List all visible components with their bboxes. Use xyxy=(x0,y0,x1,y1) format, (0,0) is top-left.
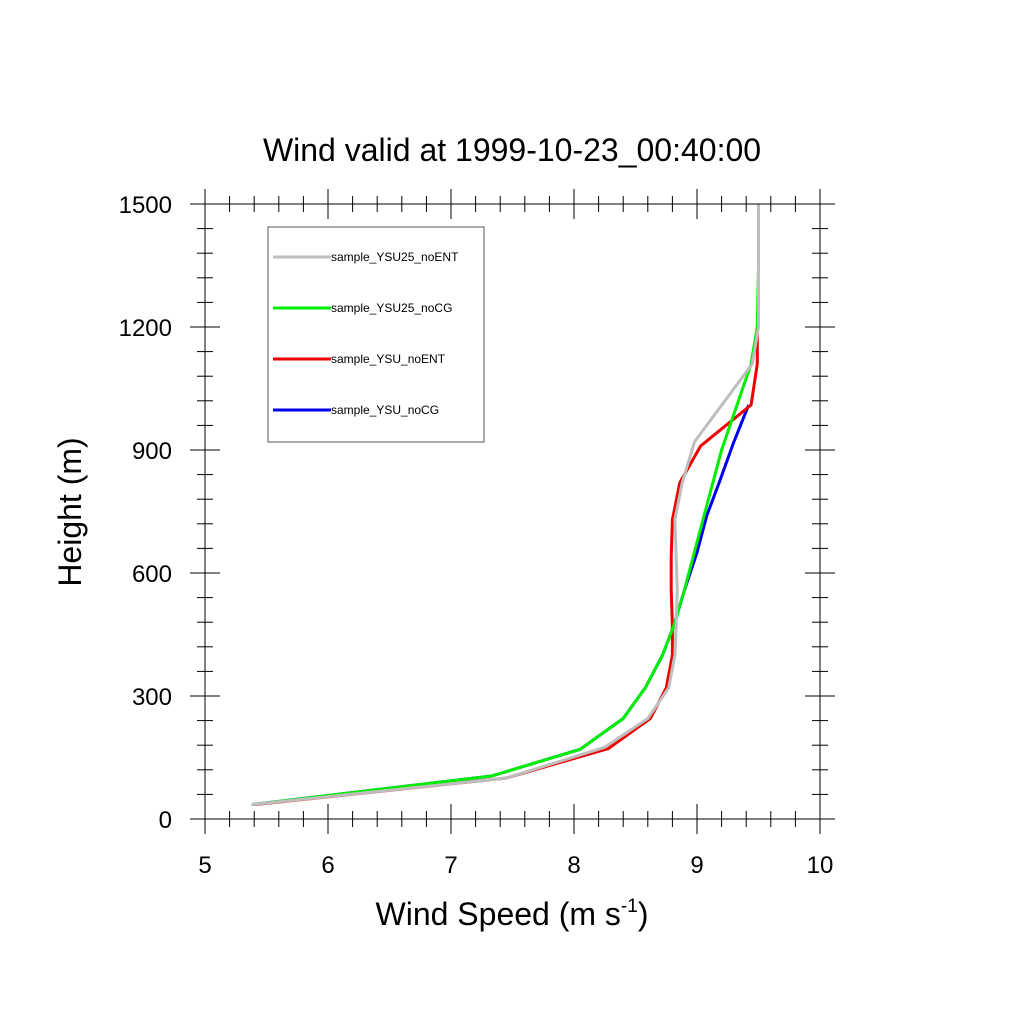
x-axis-label-main: Wind Speed (m s xyxy=(376,896,621,932)
legend-label: sample_YSU_noCG xyxy=(331,403,439,417)
x-tick-label: 7 xyxy=(444,852,457,879)
series-line-sample_YSU25_noENT xyxy=(251,204,760,807)
tick-labels: 5 6 7 8 9 10 0 300 600 900 1200 1500 xyxy=(119,192,834,879)
legend-label: sample_YSU25_noCG xyxy=(331,301,452,315)
y-tick-label: 900 xyxy=(132,438,172,465)
y-tick-label: 600 xyxy=(132,561,172,588)
legend-label: sample_YSU25_noENT xyxy=(331,250,459,264)
x-axis-label-sup: -1 xyxy=(621,896,638,917)
x-tick-label: 9 xyxy=(690,852,703,879)
legend-label: sample_YSU_noENT xyxy=(331,352,446,366)
y-tick-label: 1200 xyxy=(119,315,172,342)
x-axis-label: Wind Speed (m s-1) xyxy=(376,896,649,932)
legend: sample_YSU25_noENT sample_YSU25_noCGsampl… xyxy=(267,226,485,443)
x-tick-label: 8 xyxy=(567,852,580,879)
y-axis-label: Height (m) xyxy=(52,437,88,586)
x-axis-label-tail: ) xyxy=(638,896,649,932)
series-line-sample_YSU_noCG xyxy=(251,404,751,807)
y-tick-label: 0 xyxy=(159,807,172,834)
series-line-sample_YSU_noENT xyxy=(254,327,759,807)
x-tick-label: 6 xyxy=(321,852,334,879)
plot-frame xyxy=(204,203,821,820)
ticks xyxy=(190,189,835,834)
x-tick-label: 10 xyxy=(807,852,834,879)
plot-series xyxy=(251,204,760,807)
x-tick-label: 5 xyxy=(198,852,211,879)
y-tick-label: 300 xyxy=(132,684,172,711)
chart-title: Wind valid at 1999-10-23_00:40:00 xyxy=(263,132,761,168)
legend-box xyxy=(267,226,485,443)
y-tick-label: 1500 xyxy=(119,192,172,219)
